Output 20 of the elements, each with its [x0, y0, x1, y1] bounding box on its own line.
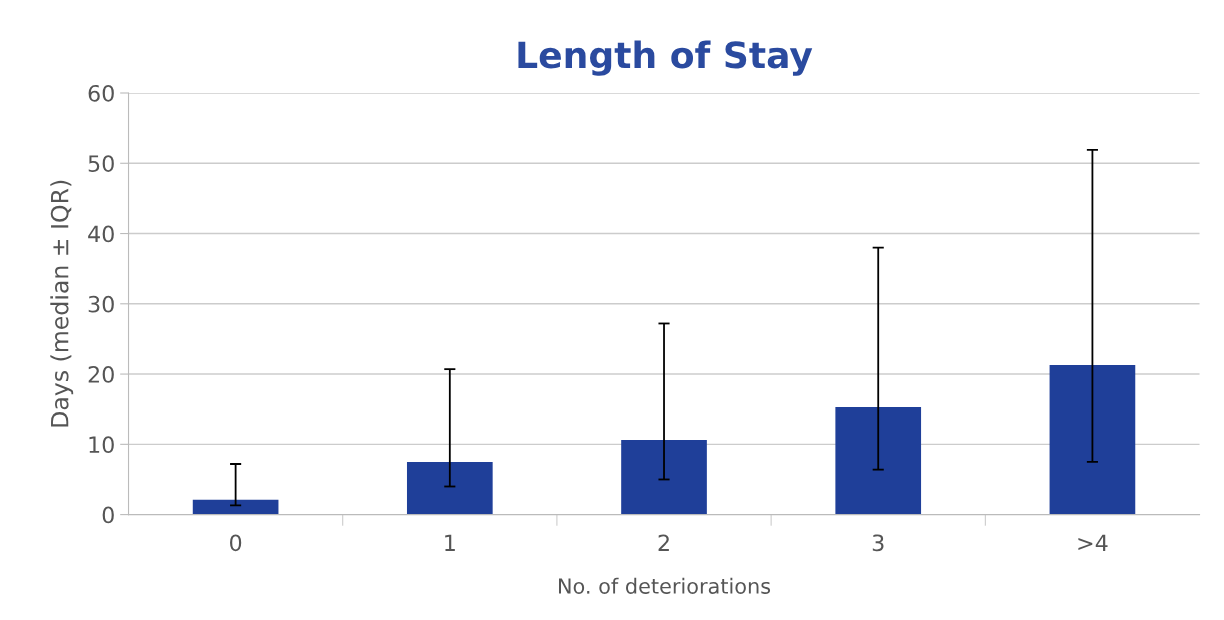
- y-tick-label: 30: [88, 295, 114, 313]
- bar: [406, 461, 493, 515]
- bar: [1049, 364, 1136, 515]
- chart-title: Length of Stay: [518, 40, 813, 76]
- y-tick-label: 0: [102, 506, 114, 524]
- x-tick-label: >4: [1078, 534, 1108, 551]
- y-tick-label: 60: [88, 84, 114, 102]
- x-tick-label: 3: [872, 534, 884, 552]
- x-tick-label: 0: [230, 534, 242, 552]
- y-axis-title: Days (median ± IQR): [50, 180, 74, 427]
- y-tick-label: 40: [88, 225, 114, 243]
- bar: [192, 499, 279, 515]
- y-tick-label: 10: [89, 436, 114, 454]
- bar: [835, 407, 922, 515]
- y-tick-label: 20: [88, 366, 114, 383]
- x-tick-label: 1: [445, 534, 455, 551]
- x-axis-title: No. of deteriorations: [559, 577, 771, 594]
- x-tick-label: 2: [658, 534, 669, 551]
- bar: [621, 440, 707, 515]
- y-tick-label: 50: [88, 155, 114, 173]
